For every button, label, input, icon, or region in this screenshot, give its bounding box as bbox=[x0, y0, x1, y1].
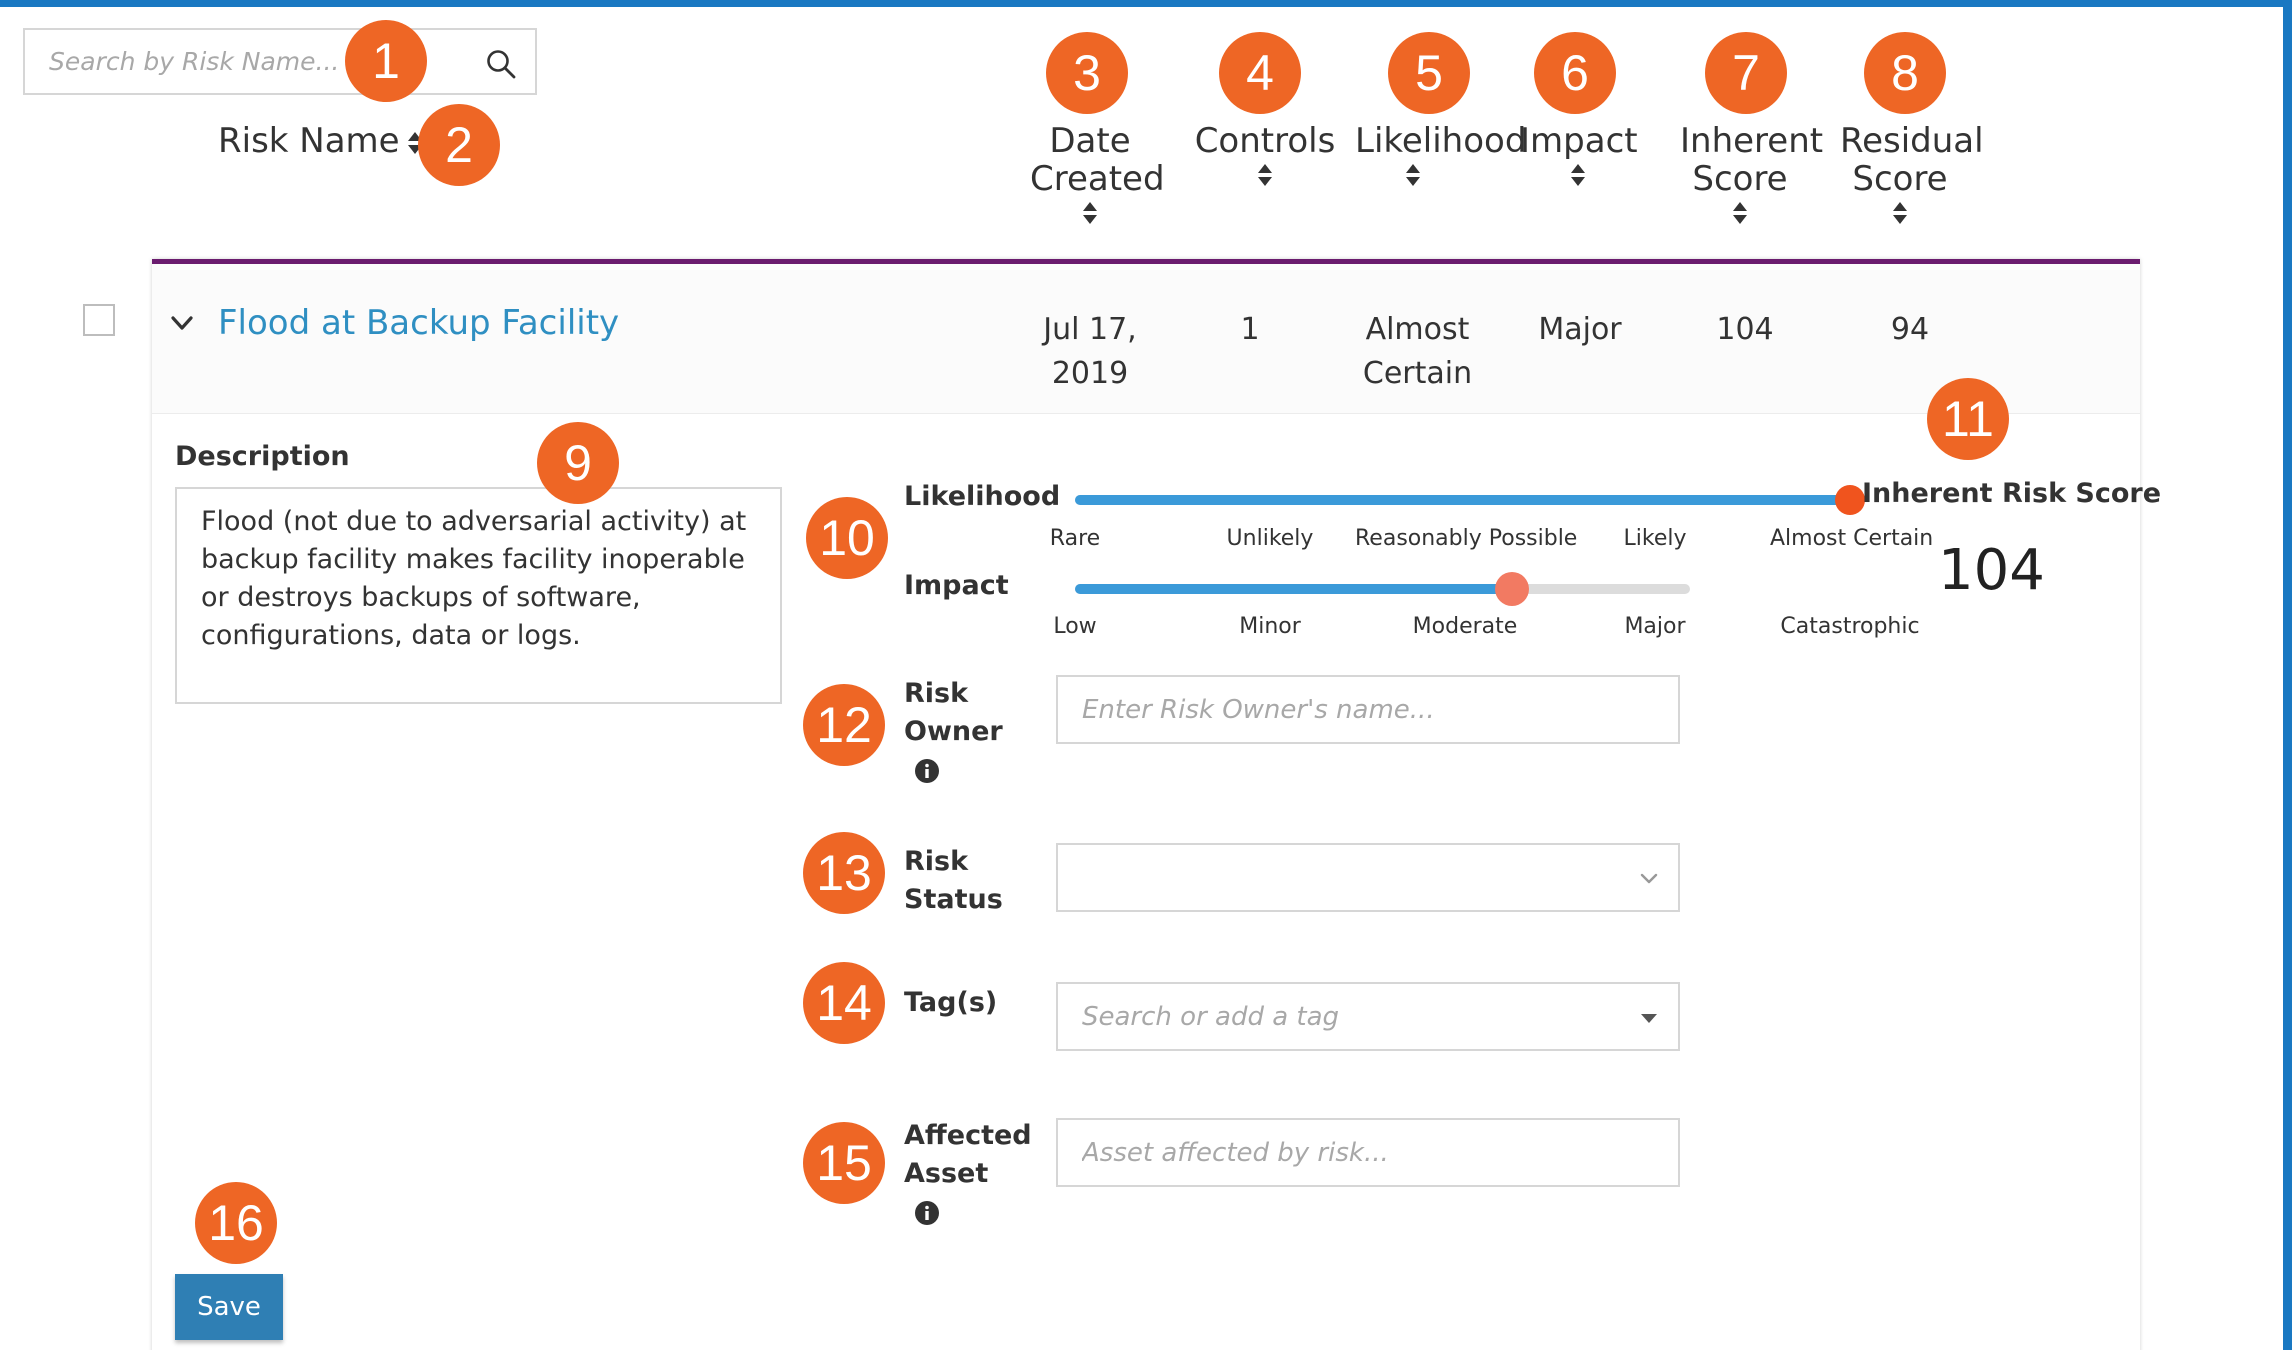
impact-tick-label: Minor bbox=[1239, 614, 1301, 639]
column-header-impact[interactable]: Impact bbox=[1520, 122, 1638, 188]
cell-impact: Major bbox=[1538, 312, 1622, 347]
sort-icon[interactable] bbox=[1731, 200, 1749, 226]
callout-marker: 14 bbox=[803, 962, 885, 1044]
risk-owner-label: Risk Owner bbox=[904, 678, 1003, 747]
likelihood-tick-label: Rare bbox=[1049, 526, 1101, 551]
likelihood-tick-label: Likely bbox=[1623, 526, 1687, 551]
callout-marker: 9 bbox=[537, 422, 619, 504]
info-icon[interactable] bbox=[914, 758, 940, 784]
affected-asset-field[interactable] bbox=[1056, 1118, 1680, 1187]
risk-search-input[interactable] bbox=[25, 30, 535, 93]
impact-slider-thumb[interactable] bbox=[1494, 572, 1529, 606]
callout-marker: 4 bbox=[1219, 32, 1301, 114]
callout-marker: 12 bbox=[803, 684, 885, 766]
chevron-down-icon[interactable] bbox=[168, 311, 196, 335]
description-label: Description bbox=[175, 441, 350, 472]
callout-marker: 16 bbox=[195, 1182, 277, 1264]
window-edge bbox=[2283, 0, 2292, 1350]
likelihood-tick-label: Unlikely bbox=[1226, 526, 1314, 551]
callout-marker: 1 bbox=[345, 20, 427, 102]
sort-icon[interactable] bbox=[1891, 200, 1909, 226]
affected-asset-label: Affected Asset bbox=[904, 1120, 1032, 1189]
inherent-risk-score-value: 104 bbox=[1938, 538, 2045, 603]
impact-tick-label: Major bbox=[1624, 614, 1686, 639]
sort-icon[interactable] bbox=[1569, 162, 1587, 188]
likelihood-slider-fill bbox=[1075, 495, 1850, 505]
top-accent-bar bbox=[0, 0, 2292, 7]
callout-marker: 11 bbox=[1927, 378, 2009, 460]
sort-icon[interactable] bbox=[1256, 162, 1274, 188]
info-icon[interactable] bbox=[914, 1200, 940, 1226]
impact-tick-label: Catastrophic bbox=[1780, 614, 1920, 639]
impact-tick-label: Moderate bbox=[1412, 614, 1518, 639]
likelihood-tick-label: Reasonably Possible bbox=[1355, 526, 1578, 551]
column-header-risk-name[interactable]: Risk Name bbox=[218, 122, 424, 160]
risk-status-select[interactable] bbox=[1056, 843, 1680, 912]
impact-tick-label: Low bbox=[1053, 614, 1097, 639]
risk-status-label: Risk Status bbox=[904, 846, 1003, 915]
risk-search-box[interactable] bbox=[23, 28, 537, 95]
cell-likelihood: Almost Certain bbox=[1362, 312, 1473, 391]
sort-icon[interactable] bbox=[1404, 162, 1422, 188]
cell-residual-score: 94 bbox=[1890, 312, 1930, 347]
impact-label: Impact bbox=[904, 570, 1009, 601]
save-button[interactable]: Save bbox=[175, 1274, 283, 1340]
tags-input[interactable] bbox=[1058, 984, 1678, 1049]
column-header-date-created[interactable]: Date Created bbox=[1030, 122, 1165, 226]
callout-marker: 10 bbox=[806, 497, 888, 579]
callout-marker: 15 bbox=[803, 1122, 885, 1204]
likelihood-slider-thumb[interactable] bbox=[1835, 485, 1865, 515]
inherent-risk-score-label: Inherent Risk Score bbox=[1862, 478, 2162, 509]
cell-controls: 1 bbox=[1240, 312, 1260, 347]
callout-marker: 2 bbox=[418, 104, 500, 186]
cell-inherent-score: 104 bbox=[1716, 312, 1774, 347]
dropdown-caret-icon[interactable] bbox=[1638, 1010, 1660, 1028]
risk-row[interactable] bbox=[152, 264, 2140, 414]
row-select-checkbox[interactable] bbox=[83, 304, 115, 336]
callout-marker: 5 bbox=[1388, 32, 1470, 114]
callout-marker: 8 bbox=[1864, 32, 1946, 114]
risk-owner-input[interactable] bbox=[1058, 677, 1678, 742]
impact-slider-fill bbox=[1075, 584, 1512, 594]
risk-title-link[interactable]: Flood at Backup Facility bbox=[218, 303, 620, 343]
risk-owner-field[interactable] bbox=[1056, 675, 1680, 744]
affected-asset-input[interactable] bbox=[1058, 1120, 1678, 1185]
column-header-controls[interactable]: Controls bbox=[1190, 122, 1340, 188]
tags-field[interactable] bbox=[1056, 982, 1680, 1051]
search-icon[interactable] bbox=[485, 48, 517, 80]
callout-marker: 7 bbox=[1705, 32, 1787, 114]
likelihood-label: Likelihood bbox=[904, 481, 1061, 512]
column-header-inherent-score[interactable]: Inherent Score bbox=[1680, 122, 1823, 226]
callout-marker: 3 bbox=[1046, 32, 1128, 114]
likelihood-tick-label: Almost Certain bbox=[1770, 526, 1934, 551]
tags-label: Tag(s) bbox=[904, 987, 998, 1018]
sort-icon[interactable] bbox=[1081, 200, 1099, 226]
cell-date-created: Jul 17, 2019 bbox=[1043, 312, 1137, 391]
card-top-border bbox=[152, 259, 2140, 264]
column-header-likelihood[interactable]: Likelihood bbox=[1355, 122, 1526, 188]
callout-marker: 6 bbox=[1534, 32, 1616, 114]
chevron-down-icon[interactable] bbox=[1638, 869, 1660, 887]
callout-marker: 13 bbox=[803, 832, 885, 914]
column-header-residual-score[interactable]: Residual Score bbox=[1840, 122, 1984, 226]
description-textarea[interactable]: Flood (not due to adversarial activity) … bbox=[175, 487, 782, 704]
